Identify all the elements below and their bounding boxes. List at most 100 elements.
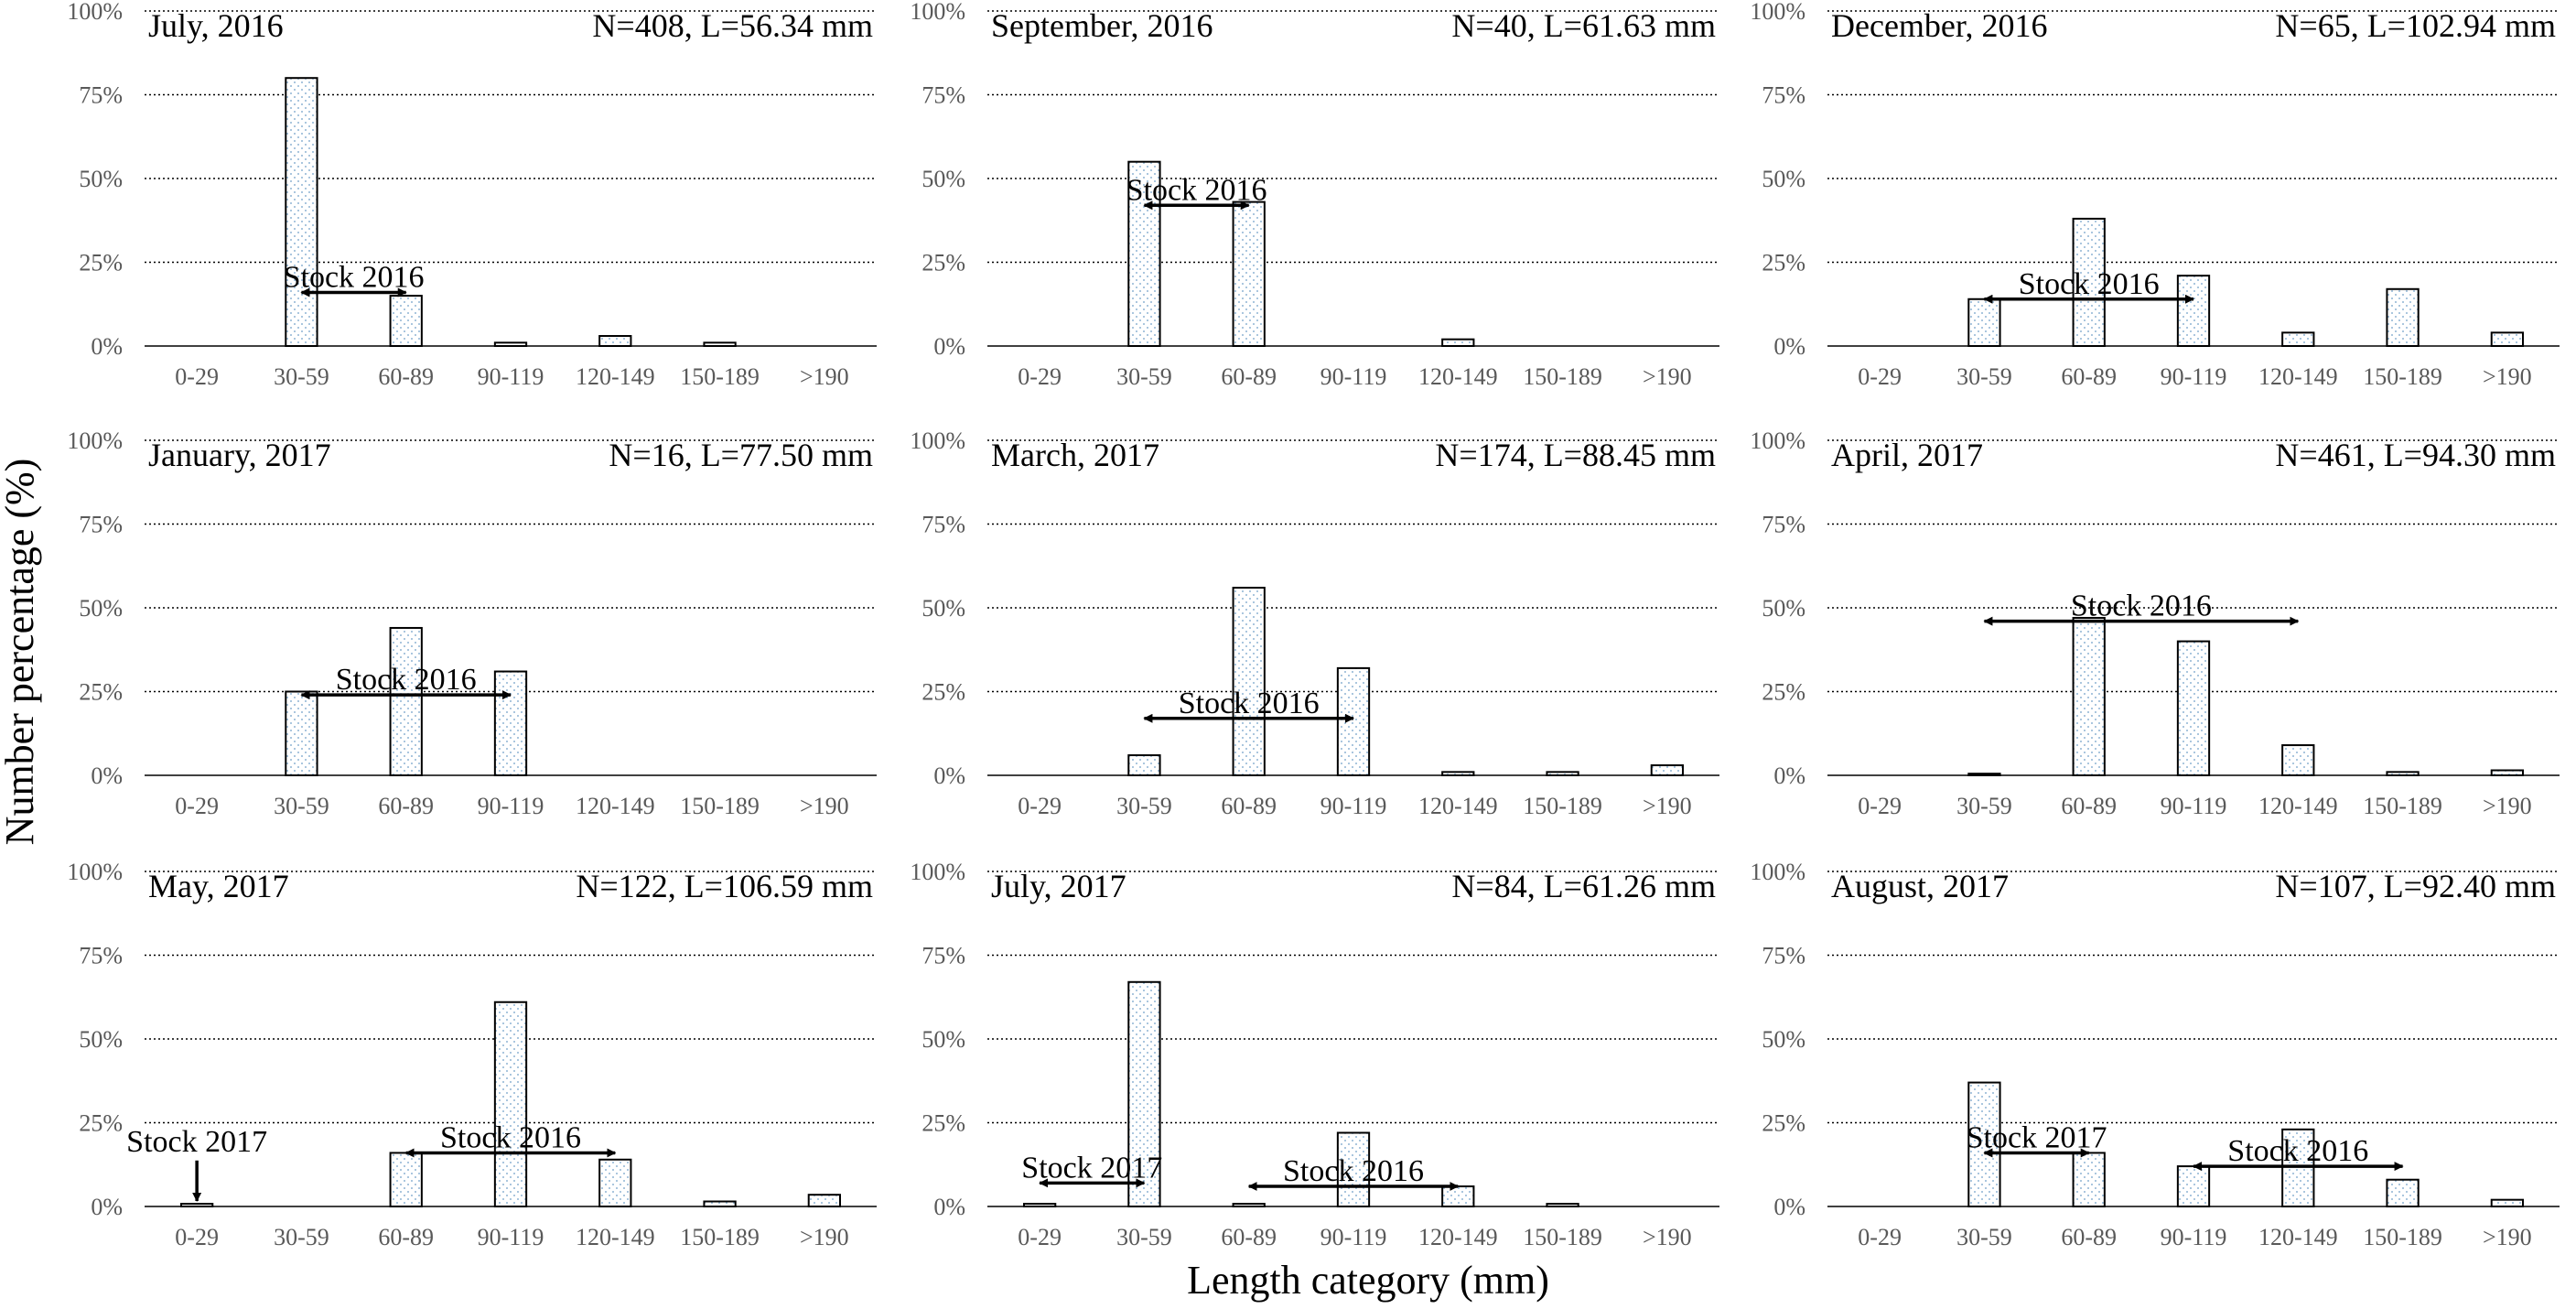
x-tick-label: 60-89 — [1221, 363, 1277, 390]
bar — [2072, 1152, 2106, 1207]
panel-title: August, 2017 — [1831, 868, 2009, 904]
y-tick-label: 75% — [1762, 82, 1805, 109]
x-tick-label: >190 — [800, 363, 849, 390]
y-tick-label: 0% — [933, 1194, 965, 1220]
bar — [807, 1194, 842, 1207]
y-tick-label: 50% — [922, 1026, 965, 1053]
y-tick-label: 75% — [79, 82, 123, 109]
y-tick-label: 75% — [922, 82, 965, 109]
bar — [2386, 771, 2420, 777]
bar — [1441, 771, 1475, 777]
bar — [2281, 331, 2315, 347]
x-axis-title: Length category (mm) — [1187, 1258, 1549, 1303]
y-tick-label: 50% — [79, 166, 123, 192]
x-tick-label: 90-119 — [2161, 1224, 2227, 1250]
panel-stats: N=107, L=92.40 mm — [2275, 868, 2556, 904]
bar — [1967, 773, 2001, 776]
y-tick-label: 25% — [1762, 250, 1805, 276]
panel: 0% 25% 50% 75% 100% 0-29 30-59 60-89 90-119 120-1… — [67, 859, 877, 1250]
bar — [1127, 980, 1161, 1208]
x-tick-label: >190 — [2483, 363, 2532, 390]
x-tick-label: 120-149 — [2258, 793, 2338, 819]
x-tick-label: 120-149 — [1418, 363, 1498, 390]
y-tick-label: 100% — [1750, 427, 1805, 454]
bar — [2281, 744, 2315, 776]
panel-title: May, 2017 — [148, 868, 289, 904]
x-tick-label: 0-29 — [1858, 793, 1902, 819]
y-tick-label: 0% — [1773, 763, 1805, 789]
y-tick-label: 25% — [79, 679, 123, 706]
bar — [389, 295, 423, 348]
y-tick-label: 0% — [933, 333, 965, 360]
panel-title: March, 2017 — [991, 437, 1159, 473]
bar — [2176, 1165, 2211, 1207]
y-tick-label: 100% — [67, 0, 123, 25]
x-tick-label: 60-89 — [1221, 1224, 1277, 1250]
panel-stats: N=84, L=61.26 mm — [1451, 868, 1716, 904]
bar — [180, 1203, 214, 1208]
bar — [1232, 200, 1266, 347]
panel-stats: N=122, L=106.59 mm — [576, 868, 873, 904]
x-tick-label: 120-149 — [2258, 363, 2338, 390]
y-tick-label: 25% — [79, 1110, 123, 1137]
x-tick-label: 150-189 — [1523, 1224, 1602, 1250]
bar — [389, 1152, 423, 1207]
panel-stats: N=40, L=61.63 mm — [1451, 7, 1716, 44]
x-tick-label: 30-59 — [274, 793, 329, 819]
bar — [598, 335, 632, 347]
x-tick-label: 0-29 — [1018, 1224, 1062, 1250]
x-tick-label: >190 — [2483, 1224, 2532, 1250]
bar — [285, 690, 318, 776]
panel-stats: N=174, L=88.45 mm — [1435, 437, 1716, 473]
x-tick-label: 90-119 — [1320, 363, 1387, 390]
cohort-label: Stock 2016 — [336, 663, 477, 697]
y-tick-label: 100% — [1750, 0, 1805, 25]
cohort-label: Stock 2016 — [284, 260, 425, 294]
panel-stats: N=16, L=77.50 mm — [609, 437, 873, 473]
cohort-label: Stock 2016 — [1283, 1154, 1424, 1188]
x-tick-label: 30-59 — [1956, 1224, 2012, 1250]
y-tick-label: 25% — [1762, 679, 1805, 706]
panel-stats: N=65, L=102.94 mm — [2275, 7, 2556, 44]
x-tick-label: 90-119 — [1320, 793, 1387, 819]
bar — [1232, 587, 1266, 776]
cohort-label: Stock 2016 — [1126, 173, 1267, 207]
x-tick-label: 150-189 — [2363, 793, 2442, 819]
x-tick-label: 60-89 — [2061, 793, 2117, 819]
x-tick-label: 120-149 — [1418, 1224, 1498, 1250]
panel: 0% 25% 50% 75% 100% 0-29 30-59 60-89 90-119 120-1… — [1750, 0, 2560, 390]
y-tick-label: 100% — [910, 0, 965, 25]
bar — [493, 1001, 528, 1207]
panel-title: July, 2017 — [991, 868, 1126, 904]
bar — [493, 341, 528, 347]
bar — [1546, 1203, 1579, 1208]
y-tick-label: 0% — [91, 1194, 123, 1220]
x-tick-label: 120-149 — [576, 1224, 655, 1250]
y-tick-label: 25% — [79, 250, 123, 276]
bar — [598, 1158, 632, 1208]
x-tick-label: 30-59 — [1956, 793, 2012, 819]
bar — [703, 1200, 737, 1208]
bar — [285, 77, 318, 347]
y-tick-label: 25% — [922, 250, 965, 276]
panel-title: December, 2016 — [1831, 7, 2047, 44]
x-tick-label: 120-149 — [2258, 1224, 2338, 1250]
y-tick-label: 50% — [79, 1026, 123, 1053]
bar — [1441, 1185, 1475, 1208]
x-tick-label: 120-149 — [1418, 793, 1498, 819]
bar — [2386, 1178, 2420, 1207]
panel: 0% 25% 50% 75% 100% 0-29 30-59 60-89 90-119 120-1… — [910, 427, 1719, 819]
panel-title: April, 2017 — [1831, 437, 1983, 473]
y-tick-label: 50% — [922, 595, 965, 622]
y-tick-label: 50% — [1762, 166, 1805, 192]
x-tick-label: 60-89 — [2061, 1224, 2117, 1250]
panel: 0% 25% 50% 75% 100% 0-29 30-59 60-89 90-119 120-1… — [67, 0, 877, 390]
x-tick-label: 120-149 — [576, 363, 655, 390]
panel: 0% 25% 50% 75% 100% 0-29 30-59 60-89 90-119 120-1… — [910, 0, 1719, 390]
x-tick-label: >190 — [1643, 363, 1692, 390]
x-tick-label: 30-59 — [1116, 793, 1172, 819]
bar — [2072, 217, 2106, 347]
bar — [1441, 338, 1475, 347]
y-tick-label: 0% — [91, 333, 123, 360]
